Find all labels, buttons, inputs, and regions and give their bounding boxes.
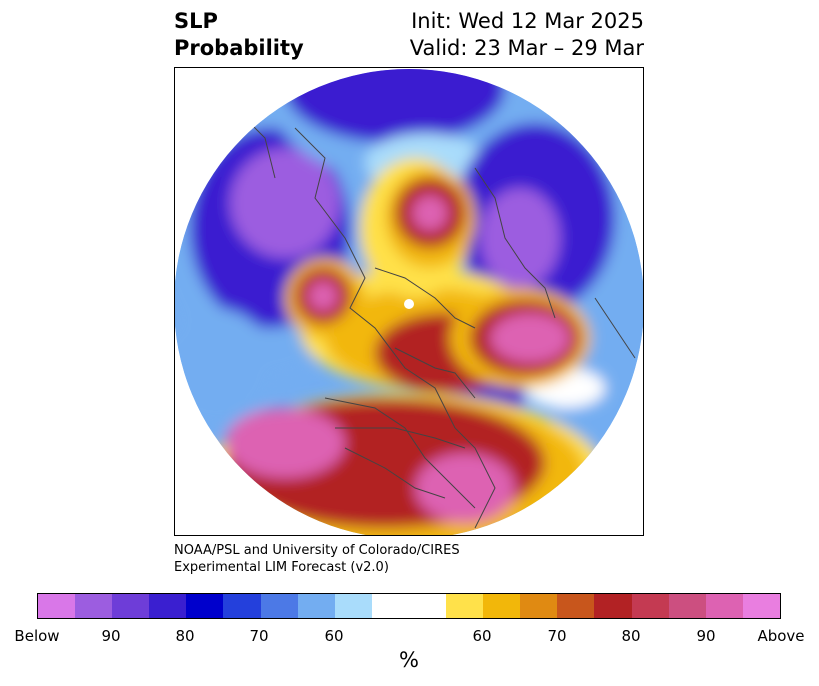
colorbar-swatch bbox=[186, 594, 224, 618]
colorbar-swatch bbox=[334, 594, 372, 618]
above-max-southwest bbox=[225, 408, 345, 478]
colorbar-tick-label: 80 bbox=[175, 627, 195, 645]
below-core-north bbox=[285, 69, 505, 143]
polar-map bbox=[174, 67, 644, 536]
credit-line-1: NOAA/PSL and University of Colorado/CIRE… bbox=[174, 543, 460, 558]
below-max-east bbox=[480, 188, 560, 288]
colorbar-swatch bbox=[297, 594, 335, 618]
colorbar-tick-label: 60 bbox=[324, 627, 344, 645]
valid-date: Valid: 23 Mar – 29 Mar bbox=[409, 36, 644, 60]
title-line-2: Probability bbox=[174, 36, 304, 60]
colorbar-swatch bbox=[223, 594, 261, 618]
colorbar-tick-label: 80 bbox=[621, 627, 641, 645]
colorbar-swatch bbox=[75, 594, 113, 618]
colorbar-swatch bbox=[371, 594, 447, 618]
colorbar-swatch bbox=[260, 594, 298, 618]
colorbar-tick-label: 90 bbox=[696, 627, 716, 645]
colorbar-swatch bbox=[38, 594, 76, 618]
title-block: SLP Probability bbox=[174, 8, 304, 62]
colorbar-swatch bbox=[557, 594, 595, 618]
colorbar-tick-label: Above bbox=[757, 627, 805, 645]
colorbar-swatch bbox=[594, 594, 632, 618]
colorbar-tick-label: 90 bbox=[101, 627, 121, 645]
colorbar-swatch bbox=[631, 594, 669, 618]
credit-block: NOAA/PSL and University of Colorado/CIRE… bbox=[174, 542, 460, 576]
probability-map bbox=[175, 69, 643, 535]
colorbar-swatch bbox=[520, 594, 558, 618]
credit-line-2: Experimental LIM Forecast (v2.0) bbox=[174, 560, 389, 575]
colorbar-swatch bbox=[742, 594, 780, 618]
colorbar-swatch bbox=[149, 594, 187, 618]
colorbar-swatch bbox=[668, 594, 706, 618]
colorbar-tick-label: 70 bbox=[547, 627, 567, 645]
below-max-west bbox=[230, 148, 340, 258]
colorbar-unit: % bbox=[399, 648, 419, 672]
colorbar-tick-label: Below bbox=[14, 627, 60, 645]
init-date: Init: Wed 12 Mar 2025 bbox=[411, 9, 644, 33]
colorbar-swatch bbox=[112, 594, 150, 618]
above-max-southeast bbox=[415, 453, 515, 523]
colorbar bbox=[37, 593, 781, 619]
date-block: Init: Wed 12 Mar 2025 Valid: 23 Mar – 29… bbox=[410, 8, 644, 62]
colorbar-swatch bbox=[446, 594, 484, 618]
colorbar-tick-label: 60 bbox=[472, 627, 492, 645]
colorbar-swatch bbox=[705, 594, 743, 618]
above-max-east bbox=[490, 313, 570, 363]
above-max-north bbox=[412, 195, 448, 231]
pole-marker bbox=[404, 299, 414, 309]
probability-field bbox=[175, 69, 643, 535]
above-max-west bbox=[308, 281, 338, 311]
colorbar-swatch bbox=[483, 594, 521, 618]
title-line-1: SLP bbox=[174, 9, 218, 33]
colorbar-tick-label: 70 bbox=[249, 627, 269, 645]
